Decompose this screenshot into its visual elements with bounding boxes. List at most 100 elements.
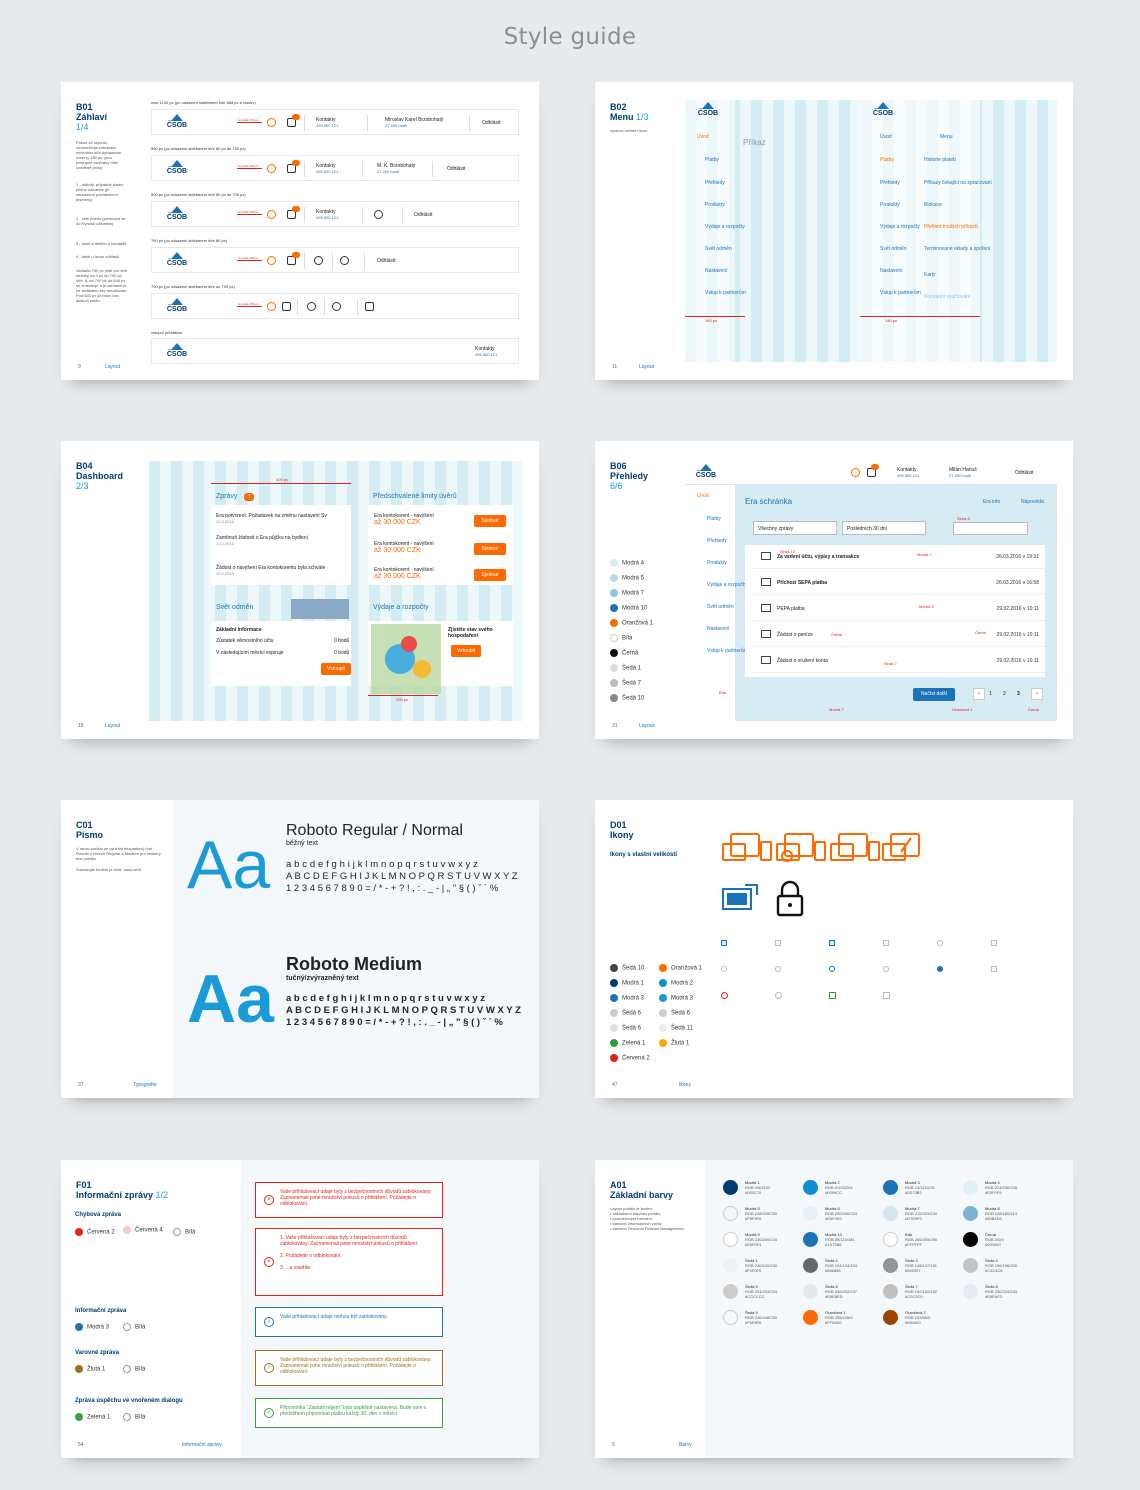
- row-label: vstupní přihlášení: [151, 330, 183, 335]
- mail-icon[interactable]: [287, 256, 296, 265]
- menu-item[interactable]: Úvod: [880, 134, 892, 140]
- computer-icon: [722, 884, 758, 910]
- inbox-row[interactable]: Žádost o zrušení konta 29.02.2016 v 10:11: [753, 649, 1045, 673]
- dimension-label: to maže 150 px: [238, 302, 259, 306]
- contacts-label[interactable]: Kontakty 495 800 121: [475, 346, 498, 357]
- divider: [367, 115, 368, 131]
- submenu-item[interactable]: Karty: [924, 272, 936, 278]
- menu-item[interactable]: Vstup k partnerům: [880, 290, 921, 296]
- divider: [402, 207, 403, 223]
- menu-item[interactable]: Produkty: [705, 202, 725, 208]
- menu-item[interactable]: Produkty: [707, 560, 727, 566]
- logout-button[interactable]: Odhlásit: [1015, 470, 1034, 476]
- menu-item[interactable]: Výdaje a rozpočty: [880, 224, 920, 230]
- sjednat-button[interactable]: Sjednat: [474, 543, 506, 555]
- header-sample: ČSOB to maže 150 px Kontakty 495 800 121 …: [151, 155, 519, 181]
- swatch-item: Modrá 2: [659, 979, 693, 987]
- piggy-icon[interactable]: [267, 118, 276, 127]
- user-name[interactable]: Milan Hanuš 27 450 bodů: [949, 467, 977, 478]
- menu-item[interactable]: Svět odměn: [880, 246, 907, 252]
- user-icon[interactable]: [332, 302, 341, 311]
- menu-item[interactable]: Vstup k partnerům: [707, 648, 748, 654]
- menu-item[interactable]: Platby: [707, 516, 721, 522]
- sjednat-button[interactable]: Sjednat: [474, 515, 506, 527]
- message-item[interactable]: Era potvrzení: Požadavek na změnu nastav…: [216, 513, 327, 524]
- menu-item[interactable]: Přehledy: [707, 538, 727, 544]
- info-link[interactable]: Era info: [983, 499, 1001, 505]
- page-link[interactable]: 2: [1003, 691, 1006, 697]
- submenu-item[interactable]: Blokace: [924, 202, 942, 208]
- logout-button[interactable]: Odhlásit: [377, 258, 396, 264]
- logout-button[interactable]: Odhlásit: [447, 166, 466, 172]
- mail-icon[interactable]: [282, 302, 291, 311]
- contacts-label[interactable]: Kontakty 495 800 121: [897, 467, 920, 478]
- submenu-head[interactable]: Menu: [940, 134, 953, 140]
- contacts-label[interactable]: Kontakty 495 800 121: [316, 117, 339, 128]
- search-input[interactable]: [953, 522, 1028, 535]
- page-link[interactable]: 1: [989, 691, 992, 697]
- menu-item[interactable]: Nastavení: [707, 626, 730, 632]
- menu-item[interactable]: Výdaje a rozpočty: [707, 582, 747, 588]
- logout-icon[interactable]: [365, 302, 374, 311]
- mail-icon[interactable]: [287, 118, 296, 127]
- prev-page-button[interactable]: ‹: [973, 688, 985, 700]
- logout-button[interactable]: Odhlásit: [482, 120, 501, 126]
- sjednat-button[interactable]: Sjednat: [474, 569, 506, 581]
- piggy-icon[interactable]: [267, 256, 276, 265]
- inbox-row[interactable]: Příchozí SEPA platba 26.03.2016 v 16:58: [753, 571, 1045, 595]
- contacts-label[interactable]: Kontakty 495 800 121: [316, 209, 339, 220]
- typeface-sample-medium: Aa: [187, 961, 274, 1037]
- menu-item[interactable]: Vstup k partnerům: [705, 290, 746, 296]
- page-link[interactable]: 3: [1017, 691, 1020, 697]
- color-dot: [803, 1284, 818, 1299]
- inbox-row[interactable]: PEPA platba 29.02.2016 v 10:11: [753, 597, 1045, 621]
- submenu-item[interactable]: Historie plateb: [924, 157, 956, 163]
- menu-item[interactable]: Produkty: [880, 202, 900, 208]
- vstoupit-button[interactable]: Vstoupit: [321, 663, 351, 675]
- menu-item[interactable]: Úvod: [697, 493, 709, 499]
- swatch-item: Oranžová 1: [659, 964, 702, 972]
- inbox-row[interactable]: Žádost o peníze 29.02.2016 v 10:11: [753, 623, 1045, 647]
- message-item[interactable]: Zamítnutí žádosti o Era půjčku na bydlen…: [216, 535, 308, 546]
- menu-item[interactable]: Přehledy: [705, 180, 725, 186]
- menu-item[interactable]: Nastavení: [705, 268, 728, 274]
- submenu-item[interactable]: Přehled trvalých příkazů: [924, 224, 978, 230]
- period-select[interactable]: Posledních 30 dní: [842, 521, 926, 535]
- divider: [304, 253, 305, 269]
- phone-icon[interactable]: [314, 256, 323, 265]
- user-icon[interactable]: [374, 210, 383, 219]
- menu-item[interactable]: Úvod: [697, 134, 709, 140]
- user-icon[interactable]: [340, 256, 349, 265]
- piggy-icon[interactable]: [267, 302, 276, 311]
- load-more-button[interactable]: Načíst další: [913, 688, 955, 701]
- piggy-icon[interactable]: [267, 210, 276, 219]
- next-page-button[interactable]: ›: [1031, 688, 1043, 700]
- piggy-icon[interactable]: [267, 164, 276, 173]
- mail-icon[interactable]: [287, 164, 296, 173]
- legend-item: Bílá: [610, 634, 632, 642]
- row-label: 960 px (po odsazení sidebarem šíře 80 px…: [151, 146, 246, 151]
- message-item[interactable]: Žádost o navýšení Era kontokorentu byla …: [216, 565, 326, 576]
- vstoupit-button[interactable]: Vstoupit: [451, 645, 481, 657]
- phone-icon[interactable]: [307, 302, 316, 311]
- piggy-icon[interactable]: [851, 468, 860, 477]
- menu-item[interactable]: Výdaje a rozpočty: [705, 224, 745, 230]
- submenu-item[interactable]: Příkazy čekající na zpracování: [924, 180, 992, 186]
- menu-item[interactable]: Platby: [880, 157, 894, 163]
- submenu-item[interactable]: Terminované vklady a spoření: [924, 246, 991, 252]
- sidebar-menu-expanded: ČSOB Úvod Platby Přehledy Produkty Výdaj…: [860, 100, 992, 362]
- filter-select[interactable]: Všechny zprávy: [753, 521, 837, 535]
- contacts-label[interactable]: Kontakty 495 800 121: [316, 163, 339, 174]
- logout-button[interactable]: Odhlásit: [414, 212, 433, 218]
- menu-item[interactable]: Platby: [705, 157, 719, 163]
- menu-item[interactable]: Svět odměn: [705, 246, 732, 252]
- menu-item[interactable]: Nastavení: [880, 268, 903, 274]
- mail-icon[interactable]: [287, 210, 296, 219]
- submenu-item[interactable]: Kontaktní vyúčtování: [924, 294, 971, 300]
- menu-item[interactable]: Přehledy: [880, 180, 900, 186]
- help-link[interactable]: Nápověda: [1021, 499, 1044, 505]
- menu-item[interactable]: Svět odměn: [707, 604, 734, 610]
- inbox-row[interactable]: Za vedení účtu, výpisy a transakce 26.03.…: [753, 545, 1045, 569]
- user-name[interactable]: M. K. Brzobohatý 27 450 bodů: [377, 163, 416, 174]
- user-name[interactable]: Miroslav Karel Brzobohatý 27 450 bodů: [385, 117, 444, 128]
